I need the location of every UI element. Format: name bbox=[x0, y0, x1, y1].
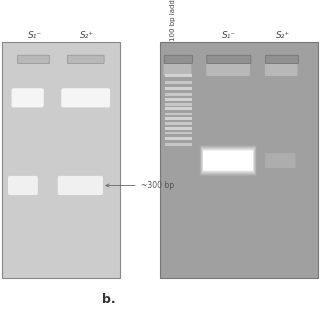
Bar bbox=[160, 42, 318, 278]
Bar bbox=[165, 93, 192, 96]
FancyBboxPatch shape bbox=[200, 145, 257, 176]
Text: S₂⁺: S₂⁺ bbox=[80, 31, 94, 40]
FancyBboxPatch shape bbox=[206, 64, 250, 76]
FancyBboxPatch shape bbox=[67, 55, 104, 64]
FancyBboxPatch shape bbox=[202, 148, 255, 173]
Bar bbox=[165, 98, 192, 101]
Bar bbox=[2, 42, 120, 278]
Text: b.: b. bbox=[102, 293, 116, 306]
Bar bbox=[165, 122, 192, 125]
Bar bbox=[165, 137, 192, 140]
Bar bbox=[165, 103, 192, 106]
FancyBboxPatch shape bbox=[203, 150, 253, 172]
FancyBboxPatch shape bbox=[265, 64, 298, 76]
Text: S₁⁻: S₁⁻ bbox=[222, 31, 236, 40]
Bar bbox=[165, 74, 192, 77]
FancyBboxPatch shape bbox=[265, 153, 296, 168]
Bar bbox=[165, 117, 192, 120]
Text: ~300 bp: ~300 bp bbox=[106, 181, 174, 190]
FancyBboxPatch shape bbox=[58, 176, 103, 195]
FancyBboxPatch shape bbox=[207, 55, 251, 64]
Bar bbox=[165, 113, 192, 116]
Text: 100 bp ladder: 100 bp ladder bbox=[170, 0, 175, 41]
FancyBboxPatch shape bbox=[200, 146, 256, 175]
FancyBboxPatch shape bbox=[164, 55, 192, 64]
FancyBboxPatch shape bbox=[203, 150, 253, 171]
FancyBboxPatch shape bbox=[12, 88, 44, 108]
FancyBboxPatch shape bbox=[266, 55, 299, 64]
Bar bbox=[165, 143, 192, 146]
FancyBboxPatch shape bbox=[202, 149, 254, 172]
Bar bbox=[165, 87, 192, 90]
FancyBboxPatch shape bbox=[61, 88, 110, 108]
FancyBboxPatch shape bbox=[164, 64, 191, 76]
Text: S₂⁺: S₂⁺ bbox=[276, 31, 290, 40]
FancyBboxPatch shape bbox=[18, 55, 50, 64]
Text: S₁⁻: S₁⁻ bbox=[28, 31, 42, 40]
Bar bbox=[165, 108, 192, 110]
Bar bbox=[165, 127, 192, 130]
Bar bbox=[165, 132, 192, 134]
Bar bbox=[165, 81, 192, 84]
FancyBboxPatch shape bbox=[8, 176, 38, 195]
FancyBboxPatch shape bbox=[201, 147, 255, 174]
